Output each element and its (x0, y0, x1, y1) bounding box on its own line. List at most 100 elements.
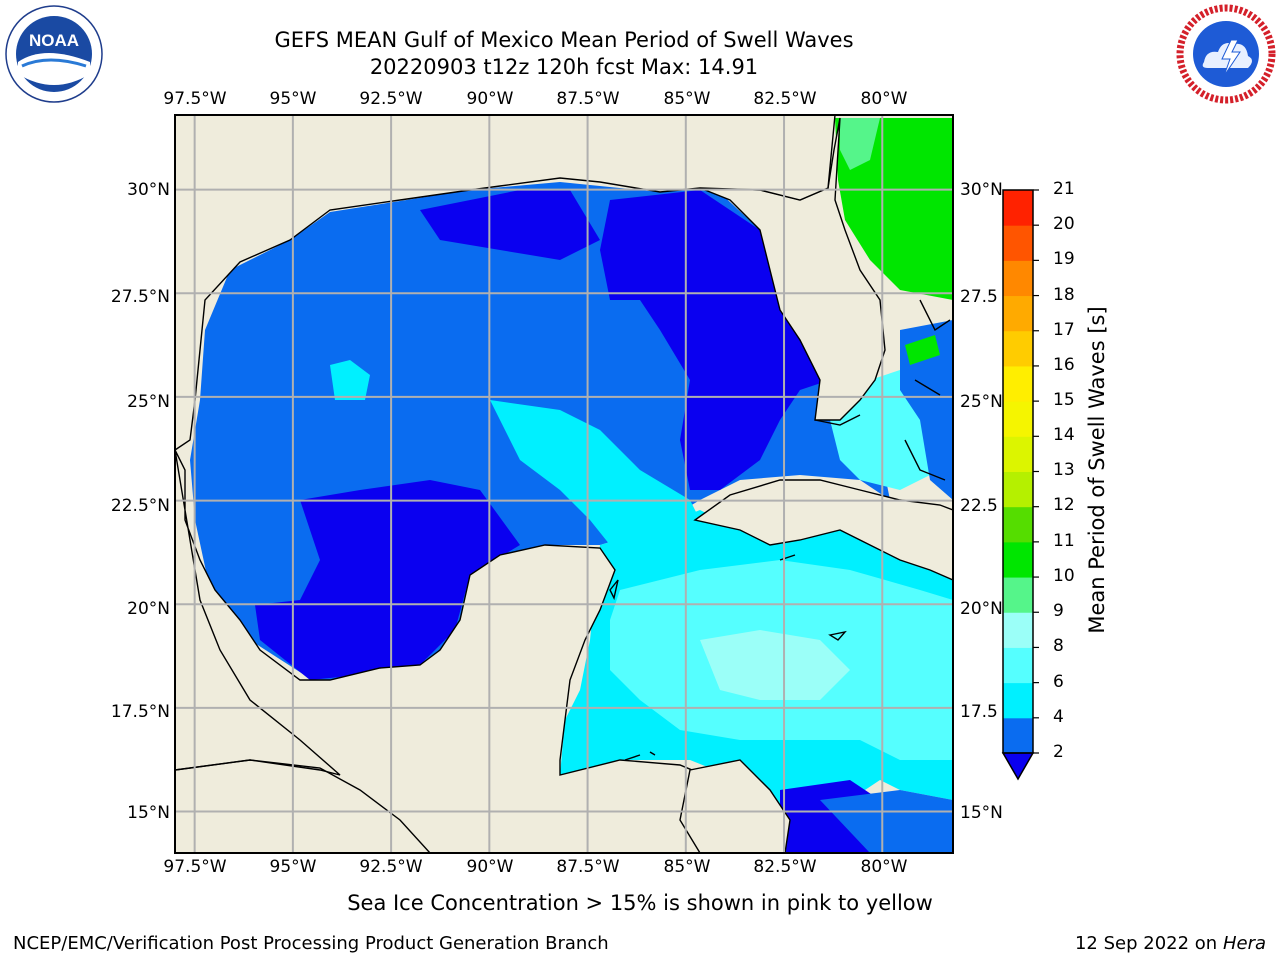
colorbar-tick-label: 12 (1053, 495, 1075, 515)
lat-tick-left: 30°N (127, 180, 170, 200)
chart-title: GEFS MEAN Gulf of Mexico Mean Period of … (274, 28, 854, 52)
footer-machine: Hera (1222, 933, 1266, 954)
honduras-coast (679, 759, 791, 853)
colorbar-tick-label: 6 (1053, 672, 1064, 692)
pacific-coast (175, 759, 431, 853)
colorbar-tick-label: 11 (1053, 531, 1075, 551)
nws-logo-icon (1176, 4, 1276, 104)
colorbar-tick-label: 18 (1053, 285, 1075, 305)
map-frame (174, 114, 954, 854)
cyan-patch-central (330, 360, 370, 400)
noaa-logo-icon: NOAA (5, 5, 103, 103)
florida-peninsula (699, 117, 886, 421)
lat-tick-left: 22.5°N (110, 496, 170, 516)
colorbar-segment (1003, 365, 1033, 402)
map-gridlines (175, 115, 953, 853)
yucatan-cozumel (609, 579, 619, 601)
colorbar-segment (1003, 506, 1033, 543)
lon-tick-top: 97.5°W (163, 89, 227, 109)
lat-tick-left: 25°N (127, 392, 170, 412)
lat-tick-right: 22.5 (960, 496, 998, 516)
colorbar-segment (1003, 612, 1033, 648)
lon-tick-top: 87.5°W (556, 89, 620, 109)
lat-tick-right: 27.5 (960, 287, 998, 307)
atlantic-light-green (840, 118, 880, 170)
lon-tick-bottom: 87.5°W (556, 857, 620, 877)
footer-date: 12 Sep 2022 on Hera (1075, 933, 1266, 954)
colorbar-tick-label: 14 (1053, 425, 1075, 445)
footer-date-text: 12 Sep 2022 on (1074, 933, 1218, 954)
lat-tick-left: 15°N (127, 803, 170, 823)
noaa-logo-text: NOAA (29, 31, 79, 50)
lat-tick-right: 20°N (960, 599, 1003, 619)
lon-tick-bottom: 97.5°W (163, 857, 227, 877)
bahamas-coast (904, 299, 951, 481)
lon-tick-bottom: 82.5°W (753, 857, 817, 877)
lon-tick-top: 90°W (466, 89, 514, 109)
footer-credit: NCEP/EMC/Verification Post Processing Pr… (13, 933, 609, 954)
lon-tick-top: 82.5°W (753, 89, 817, 109)
lon-tick-top: 85°W (663, 89, 711, 109)
loop-current-cyan (490, 400, 700, 545)
colorbar-tick-label: 15 (1053, 390, 1075, 410)
colorbar (1001, 189, 1039, 781)
colorbar-segment (1003, 225, 1033, 261)
lon-tick-top: 92.5°W (359, 89, 423, 109)
colorbar-tick-label: 20 (1053, 214, 1075, 234)
colorbar-tick-label: 16 (1053, 355, 1075, 375)
lon-tick-bottom: 92.5°W (359, 857, 423, 877)
colorbar-segment (1003, 436, 1033, 472)
jamaica-island (828, 630, 847, 641)
colorbar-segment (1003, 717, 1033, 754)
bahamas-blue (900, 320, 953, 500)
cayman-islands (779, 554, 796, 561)
caribbean-blue-south (820, 790, 953, 853)
colorbar-segment (1003, 647, 1033, 684)
colorbar-tick-label: 4 (1053, 707, 1064, 727)
lat-tick-right: 17.5 (960, 702, 998, 722)
colorbar-tick-label: 21 (1053, 179, 1075, 199)
colorbar-tick-label: 17 (1053, 320, 1075, 340)
colorbar-segment (1003, 577, 1033, 613)
atlantic-green (835, 118, 953, 300)
colorbar-segment (1003, 260, 1033, 297)
lon-tick-bottom: 85°W (663, 857, 711, 877)
colorbar-segment (1003, 295, 1033, 332)
colorbar-segment (1003, 541, 1033, 578)
colorbar-segment (1003, 330, 1033, 367)
colorbar-segment (1003, 471, 1033, 508)
colorbar-segment (1003, 401, 1033, 437)
colorbar-tick-label: 13 (1053, 460, 1075, 480)
lon-tick-top: 95°W (269, 89, 317, 109)
lat-tick-right: 30°N (960, 180, 1003, 200)
lat-tick-right: 25°N (960, 392, 1003, 412)
caribbean-pale-patch (700, 630, 850, 700)
sea-ice-note: Sea Ice Concentration > 15% is shown in … (347, 891, 933, 915)
colorbar-tick-label: 19 (1053, 249, 1075, 269)
colorbar-tick-label: 8 (1053, 636, 1064, 656)
colorbar-segment (1003, 190, 1033, 226)
colorbar-tick-label: 10 (1053, 566, 1075, 586)
atlantic-green-patch (905, 335, 940, 365)
florida-keys (814, 414, 861, 426)
lat-tick-left: 20°N (127, 599, 170, 619)
cuba-island (693, 479, 953, 581)
lat-tick-left: 27.5°N (110, 287, 170, 307)
belize-cays (624, 751, 656, 761)
chart-subtitle: 20220903 t12z 120h fcst Max: 14.91 (369, 55, 759, 79)
colorbar-title: Mean Period of Swell Waves [s] (1085, 306, 1109, 634)
lon-tick-bottom: 95°W (269, 857, 317, 877)
lat-tick-right: 15°N (960, 803, 1003, 823)
colorbar-segment (1003, 682, 1033, 719)
gulf-deep-blue-east (600, 190, 830, 490)
colorbar-tick-label: 2 (1053, 742, 1064, 762)
lon-tick-top: 80°W (860, 89, 908, 109)
lon-tick-bottom: 90°W (466, 857, 514, 877)
colorbar-tick-label: 9 (1053, 601, 1064, 621)
lon-tick-bottom: 80°W (860, 857, 908, 877)
mexico-west (175, 449, 781, 853)
lat-tick-left: 17.5°N (110, 702, 170, 722)
gulf-deep-blue-north (420, 190, 600, 260)
colorbar-extend-below (1001, 752, 1035, 781)
